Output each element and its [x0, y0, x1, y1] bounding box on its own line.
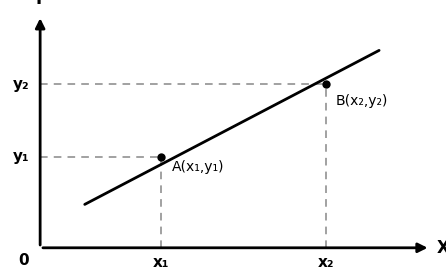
Text: y₂: y₂	[12, 76, 29, 92]
Text: B(x₂,y₂): B(x₂,y₂)	[335, 94, 388, 108]
Text: x₁: x₁	[153, 255, 169, 270]
Text: y₁: y₁	[12, 149, 29, 164]
Text: A(x₁,y₁): A(x₁,y₁)	[172, 160, 224, 174]
Text: 0: 0	[18, 253, 29, 269]
Text: X: X	[437, 239, 446, 257]
Text: x₂: x₂	[318, 255, 334, 270]
Text: Y: Y	[32, 0, 44, 8]
